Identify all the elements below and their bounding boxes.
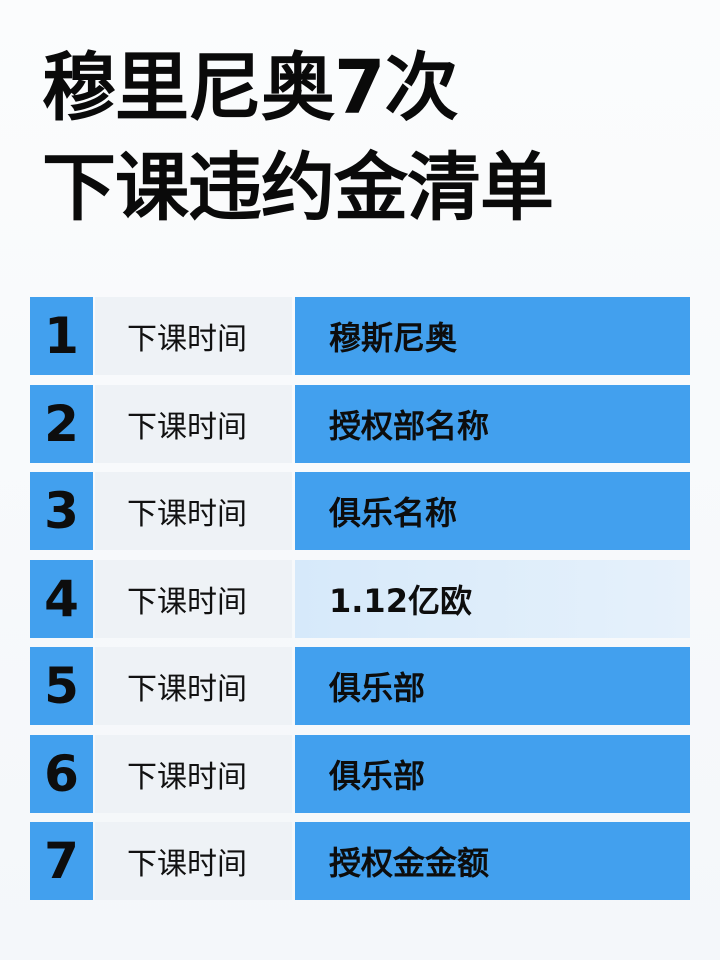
row-number: 1 [30,297,93,375]
row-number: 6 [30,734,93,813]
title-line-2: 下课违约金清单 [42,145,554,231]
list-row: 1 下课时间 穆斯尼奥 [30,297,690,375]
list-row: 4 下课时间 1.12亿欧 [30,559,690,638]
row-label: 下课时间 [95,472,292,550]
row-value: 授权金金额 [295,822,690,900]
row-label: 下课时间 [95,647,292,725]
row-number: 5 [30,647,93,725]
row-label: 下课时间 [95,559,292,638]
row-value: 俱乐名称 [295,472,690,550]
row-value: 俱乐部 [295,734,690,813]
list-row: 5 下课时间 俱乐部 [30,647,690,725]
row-value: 授权部名称 [295,384,690,463]
list-row: 7 下课时间 授权金金额 [30,822,690,900]
row-number: 7 [30,822,93,900]
row-label: 下课时间 [95,734,292,813]
row-value: 穆斯尼奥 [295,297,690,375]
row-label: 下课时间 [95,297,292,375]
list-row: 2 下课时间 授权部名称 [30,384,690,463]
list-row: 3 下课时间 俱乐名称 [30,472,690,550]
row-value-highlight: 1.12亿欧 [295,559,690,638]
row-number: 2 [30,384,93,463]
row-label: 下课时间 [95,384,292,463]
title-line-1: 穆里尼奥7次 [42,45,459,131]
list-row: 6 下课时间 俱乐部 [30,734,690,813]
row-label: 下课时间 [95,822,292,900]
list: 1 下课时间 穆斯尼奥 2 下课时间 授权部名称 3 下课时间 俱乐名称 4 下课时间 1.12… [30,297,690,910]
row-number: 3 [30,472,93,550]
page-title: 穆里尼奥7次 下课违约金清单 [42,38,554,238]
row-value: 俱乐部 [295,647,690,725]
row-number: 4 [30,559,93,638]
